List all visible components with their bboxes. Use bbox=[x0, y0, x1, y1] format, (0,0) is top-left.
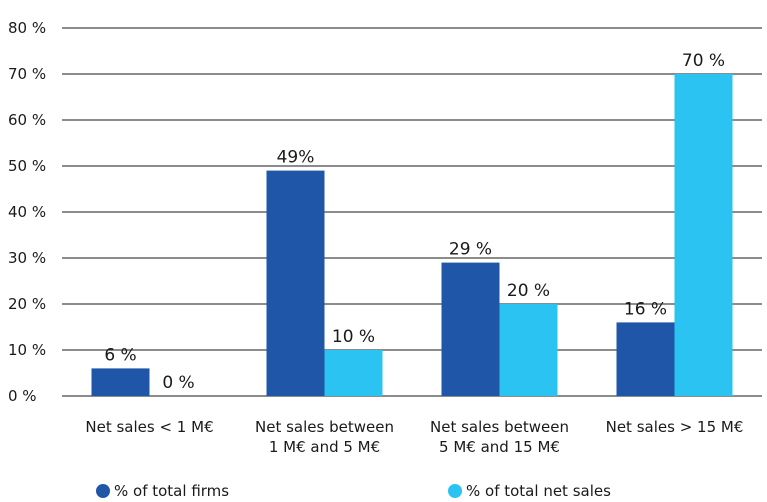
data-label: 6 % bbox=[104, 345, 136, 365]
legend-swatch-total-firms bbox=[96, 484, 110, 498]
bar bbox=[266, 170, 325, 396]
legend-label-total-firms: % of total firms bbox=[114, 482, 230, 500]
legend-swatch-total-net-sales bbox=[448, 484, 462, 498]
data-label: 16 % bbox=[624, 299, 667, 319]
x-category-label: Net sales between bbox=[430, 418, 569, 436]
bar bbox=[674, 74, 733, 396]
bar bbox=[324, 350, 383, 396]
data-label: 49% bbox=[277, 148, 315, 168]
y-tick-label: 0 % bbox=[8, 387, 37, 405]
x-category-label: 5 M€ and 15 M€ bbox=[439, 438, 560, 456]
y-tick-label: 20 % bbox=[8, 295, 46, 313]
y-tick-label: 40 % bbox=[8, 203, 46, 221]
bar bbox=[616, 322, 675, 396]
legend-item-total-firms: % of total firms bbox=[96, 482, 229, 500]
data-label: 29 % bbox=[449, 240, 492, 260]
y-tick-label: 50 % bbox=[8, 157, 46, 175]
y-tick-label: 80 % bbox=[8, 19, 46, 37]
x-category-label: Net sales > 15 M€ bbox=[606, 418, 744, 436]
y-tick-label: 10 % bbox=[8, 341, 46, 359]
bar bbox=[441, 262, 500, 396]
y-tick-label: 60 % bbox=[8, 111, 46, 129]
y-tick-label: 30 % bbox=[8, 249, 46, 267]
bar bbox=[499, 304, 558, 396]
legend-item-total-net-sales: % of total net sales bbox=[448, 482, 611, 500]
data-label: 10 % bbox=[332, 327, 375, 347]
x-category-label: 1 M€ and 5 M€ bbox=[269, 438, 380, 456]
data-label: 70 % bbox=[682, 51, 725, 71]
bar bbox=[91, 368, 150, 396]
y-tick-label: 70 % bbox=[8, 65, 46, 83]
legend: % of total firms % of total net sales bbox=[0, 482, 767, 502]
x-category-label: Net sales < 1 M€ bbox=[85, 418, 213, 436]
x-category-label: Net sales between bbox=[255, 418, 394, 436]
data-label: 0 % bbox=[162, 373, 194, 393]
legend-label-total-net-sales: % of total net sales bbox=[466, 482, 611, 500]
data-label: 20 % bbox=[507, 281, 550, 301]
bar-chart: 0 % 10 % 20 % 30 % 40 % 50 % 60 % 70 % 80 % 6 % 0 … bbox=[8, 19, 762, 456]
